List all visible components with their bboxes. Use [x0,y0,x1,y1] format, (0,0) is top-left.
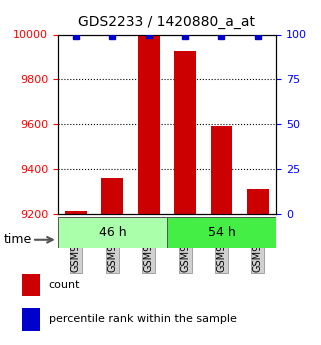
Text: time: time [3,233,31,246]
FancyBboxPatch shape [58,217,167,248]
FancyBboxPatch shape [167,217,276,248]
Bar [65,211,87,345]
Text: count: count [48,280,80,290]
Bar [174,51,196,345]
Bar [211,126,232,345]
Text: percentile rank within the sample: percentile rank within the sample [48,314,236,324]
Bar [138,34,160,345]
Bar [22,308,40,331]
Text: 54 h: 54 h [208,226,235,239]
Text: 46 h: 46 h [99,226,126,239]
Bar [247,189,269,345]
Bar [101,178,123,345]
Title: GDS2233 / 1420880_a_at: GDS2233 / 1420880_a_at [78,15,256,29]
Bar [22,274,40,296]
